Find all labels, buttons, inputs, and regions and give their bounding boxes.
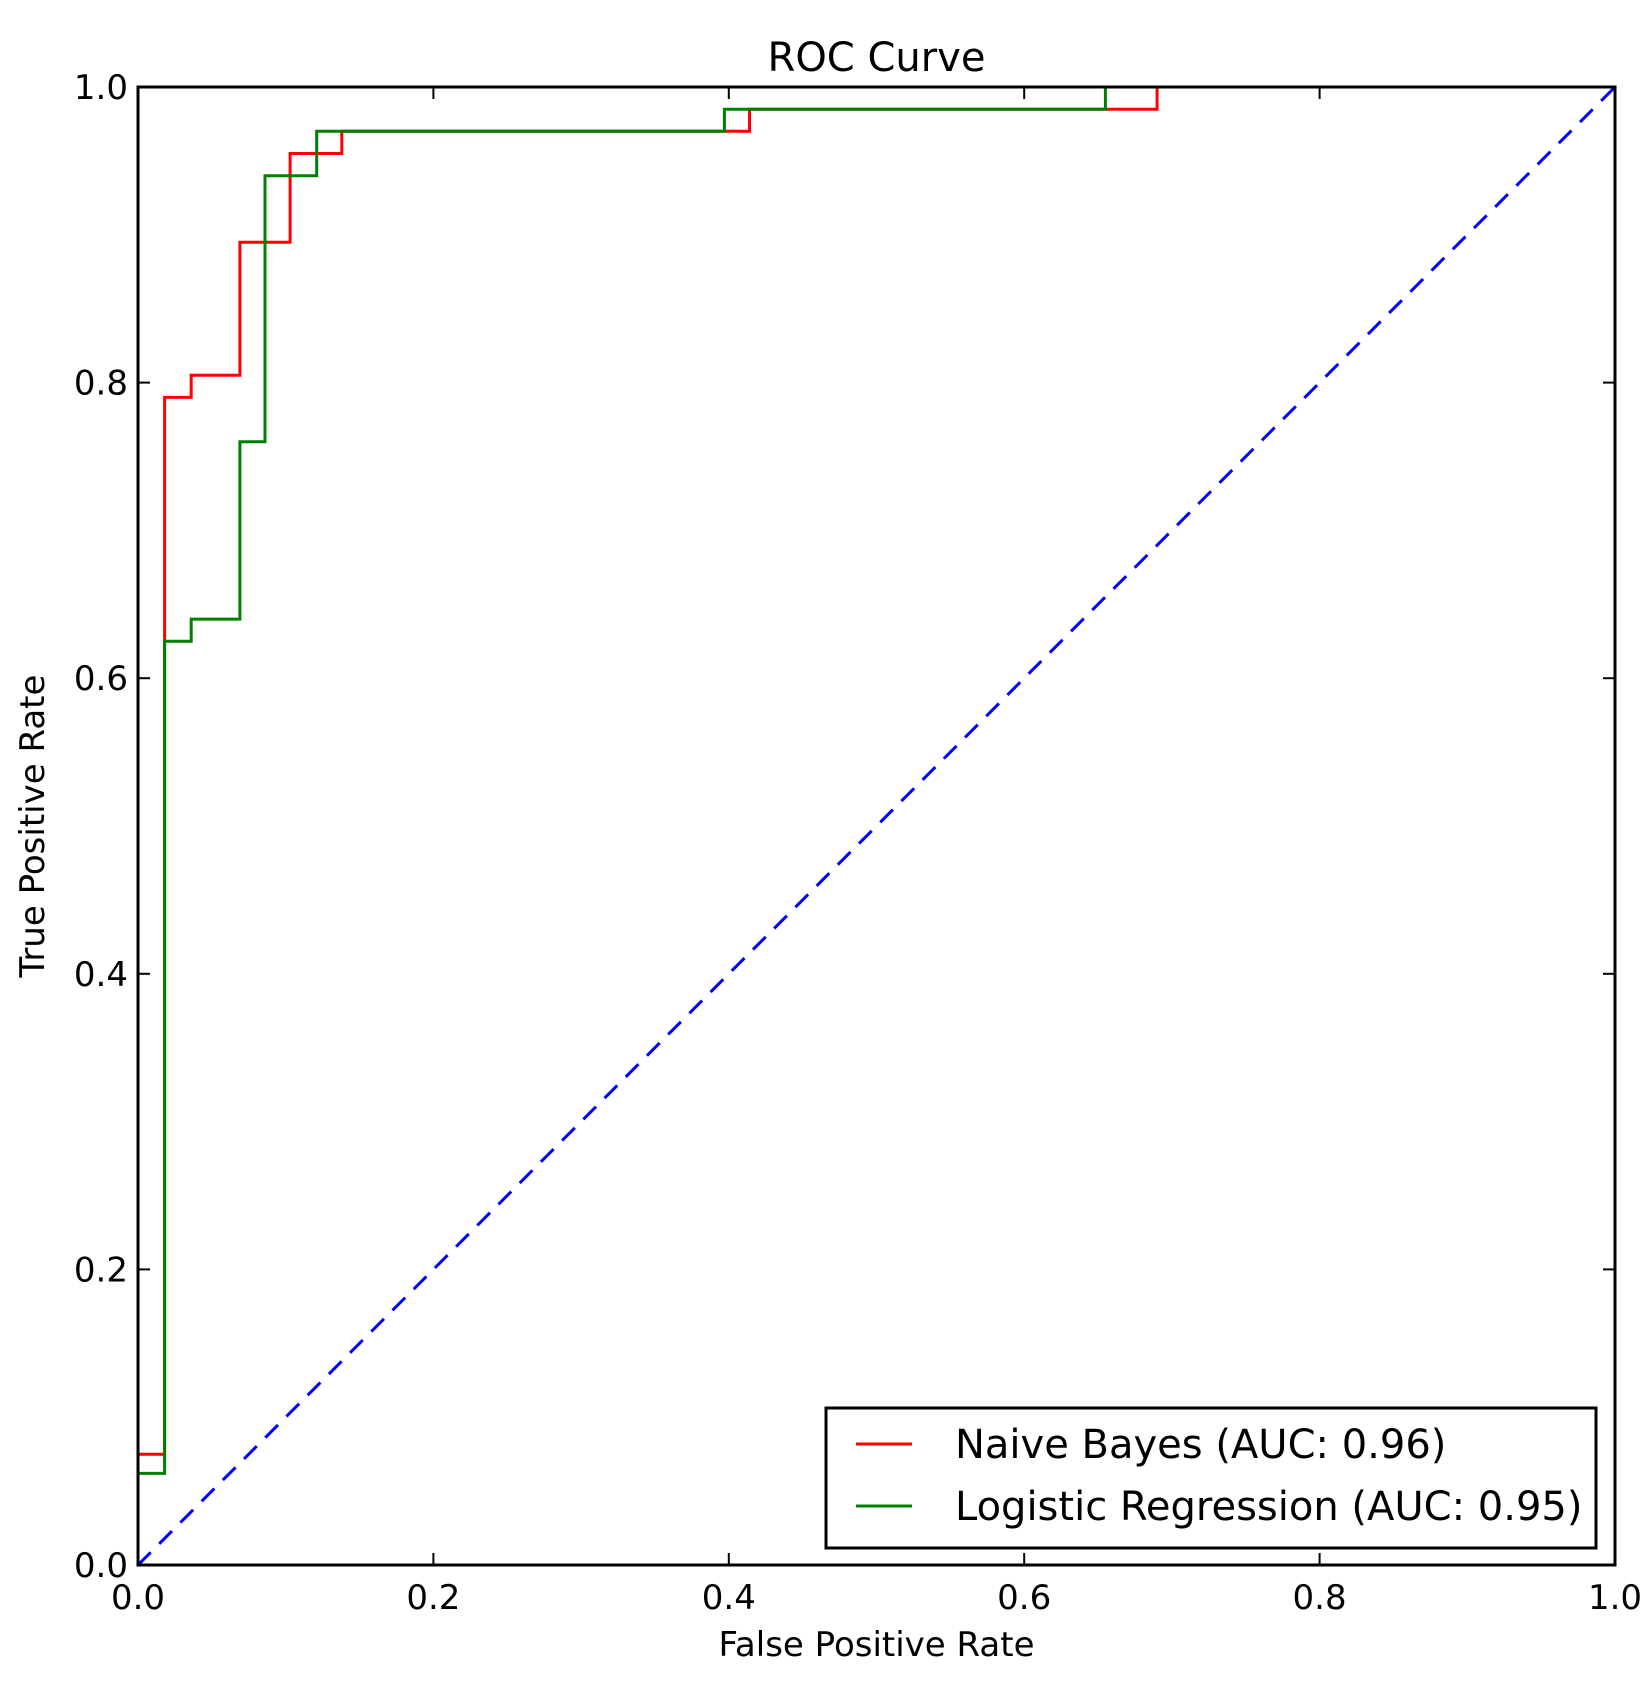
x-tick-label: 0.6	[997, 1578, 1051, 1618]
chart-title: ROC Curve	[768, 35, 986, 81]
y-tick-label: 0.0	[74, 1546, 128, 1586]
x-tick-label: 0.0	[111, 1578, 165, 1618]
x-tick-label: 1.0	[1588, 1578, 1642, 1618]
logistic-regression-curve	[136, 85, 1615, 1565]
x-tick-label: 0.2	[406, 1578, 460, 1618]
y-tick-label: 0.4	[74, 955, 128, 995]
y-axis-label: True Positive Rate	[13, 675, 53, 979]
y-tick-label: 0.2	[74, 1250, 128, 1290]
ticks-layer: 0.0 0.2 0.4 0.6 0.8 1.0 0.0 0.2 0.4 0.6 0.8 1.0	[74, 68, 1642, 1618]
legend: Naive Bayes (AUC: 0.96) Logistic Regress…	[824, 1406, 1598, 1550]
chance-diagonal	[136, 85, 1617, 1567]
y-tick-label: 0.6	[74, 659, 128, 699]
legend-box	[824, 1406, 1598, 1550]
legend-label-logistic-regression: Logistic Regression (AUC: 0.95)	[955, 1484, 1582, 1530]
legend-label-naive-bayes: Naive Bayes (AUC: 0.96)	[955, 1422, 1446, 1468]
y-tick-label: 0.8	[74, 364, 128, 404]
series-layer	[136, 85, 1617, 1567]
plot-frame	[136, 85, 1617, 1567]
x-tick-label: 0.8	[1293, 1578, 1347, 1618]
x-tick-label: 0.4	[702, 1578, 756, 1618]
y-tick-label: 1.0	[74, 68, 128, 108]
x-axis-label: False Positive Rate	[719, 1625, 1035, 1665]
